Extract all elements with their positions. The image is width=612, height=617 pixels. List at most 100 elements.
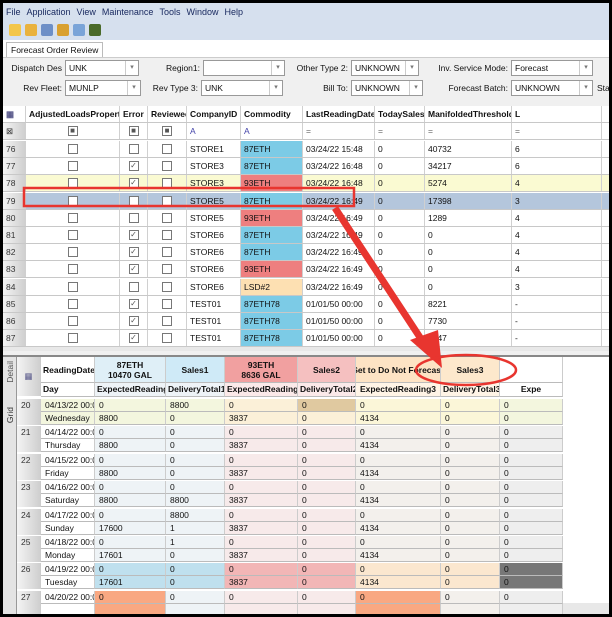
reviewed-checkbox[interactable] xyxy=(162,264,172,275)
exit-icon[interactable] xyxy=(89,24,101,36)
filter-cell[interactable]: A xyxy=(241,123,303,139)
save-icon[interactable] xyxy=(41,24,53,36)
error-checkbox[interactable]: ✓ xyxy=(128,264,139,275)
row-number[interactable]: 76 xyxy=(3,141,26,157)
row-number[interactable]: 78 xyxy=(3,175,26,192)
reviewed-checkbox[interactable] xyxy=(162,298,172,309)
refresh-icon[interactable] xyxy=(73,24,85,36)
row-number[interactable]: 24 xyxy=(17,508,41,535)
column-header-companyid[interactable]: CompanyID xyxy=(187,106,241,122)
reviewed-checkbox[interactable] xyxy=(162,230,172,240)
chevron-down-icon[interactable]: ▾ xyxy=(127,81,140,95)
column-header-l[interactable]: L xyxy=(512,106,602,122)
filter-checkbox[interactable]: ■ xyxy=(128,126,139,136)
reviewed-checkbox[interactable] xyxy=(162,195,172,206)
row-number[interactable]: 87 xyxy=(3,330,26,347)
reviewed-checkbox[interactable] xyxy=(162,281,172,292)
column-header-todaysales[interactable]: TodaySales xyxy=(375,106,425,122)
filter-checkbox[interactable]: ■ xyxy=(67,126,78,136)
dispatch-des-dropdown[interactable]: UNK ▾ xyxy=(65,60,139,76)
header-93eth[interactable]: 93ETH 8636 GAL xyxy=(225,357,298,383)
chevron-down-icon[interactable]: ▾ xyxy=(125,61,138,75)
column-chooser-icon[interactable]: ▦ xyxy=(3,106,26,122)
header-deliverytotal3[interactable]: DeliveryTotal3 xyxy=(441,383,500,397)
error-checkbox[interactable]: ✓ xyxy=(128,247,139,258)
menu-application[interactable]: Application xyxy=(26,6,71,17)
side-tab-detail[interactable]: Detail xyxy=(5,361,15,383)
menu-maintenance[interactable]: Maintenance xyxy=(101,6,154,17)
adjusted-checkbox[interactable] xyxy=(67,212,78,223)
filter-checkbox[interactable]: ■ xyxy=(162,126,172,136)
chevron-down-icon[interactable]: ▾ xyxy=(579,61,592,75)
error-checkbox[interactable]: ✓ xyxy=(128,230,139,240)
adjusted-checkbox[interactable] xyxy=(67,230,78,240)
adjusted-checkbox[interactable] xyxy=(67,298,78,309)
filter-cell[interactable]: ■ xyxy=(120,123,148,139)
tab-forecast-order-review[interactable]: Forecast Order Review xyxy=(6,42,104,57)
reviewed-checkbox[interactable] xyxy=(162,212,172,223)
filter-cell[interactable]: ■ xyxy=(148,123,187,139)
row-number[interactable]: 82 xyxy=(3,244,26,261)
header-expectedreading3[interactable]: ExpectedReading3 xyxy=(356,383,441,397)
column-header-adjustedloadsproperty[interactable]: AdjustedLoadsProperty xyxy=(26,106,120,122)
column-header-reviewed[interactable]: Reviewed xyxy=(148,106,187,122)
row-number[interactable]: 84 xyxy=(3,278,26,295)
error-checkbox[interactable]: ✓ xyxy=(128,178,139,189)
filter-cell[interactable]: = xyxy=(425,123,512,139)
rev-fleet-dropdown[interactable]: MUNLP ▾ xyxy=(65,80,141,96)
filter-cell[interactable]: = xyxy=(375,123,425,139)
menu-help[interactable]: Help xyxy=(224,6,243,17)
menu-file[interactable]: File xyxy=(6,6,21,17)
row-number[interactable]: 81 xyxy=(3,227,26,243)
side-tab-grid[interactable]: Grid xyxy=(5,407,15,424)
forecast-batch-dropdown[interactable]: UNKNOWN ▾ xyxy=(511,80,593,96)
reviewed-checkbox[interactable] xyxy=(162,161,172,172)
region1-dropdown[interactable]: ▾ xyxy=(203,60,285,76)
column-header-manifoldedthreshold[interactable]: ManifoldedThreshold xyxy=(425,106,512,122)
adjusted-checkbox[interactable] xyxy=(67,161,78,172)
header-87eth[interactable]: 87ETH 10470 GAL xyxy=(95,357,166,383)
row-number[interactable]: 25 xyxy=(17,536,41,562)
error-checkbox[interactable]: ✓ xyxy=(128,161,139,172)
row-number[interactable]: 26 xyxy=(17,563,41,590)
adjusted-checkbox[interactable] xyxy=(67,247,78,258)
rev-type-3-dropdown[interactable]: UNK ▾ xyxy=(201,80,283,96)
bill-to-dropdown[interactable]: UNKNOWN ▾ xyxy=(351,80,423,96)
chevron-down-icon[interactable]: ▾ xyxy=(409,81,422,95)
row-number[interactable]: 77 xyxy=(3,158,26,175)
menu-window[interactable]: Window xyxy=(186,6,219,17)
error-checkbox[interactable] xyxy=(128,195,139,206)
header-set-to-do-not-forecast[interactable]: Set to Do Not Forecast xyxy=(356,357,441,383)
adjusted-checkbox[interactable] xyxy=(67,178,78,189)
header-expectedreading1[interactable]: ExpectedReading1 xyxy=(95,383,166,397)
error-checkbox[interactable]: ✓ xyxy=(128,333,139,344)
header-expe[interactable]: Expe xyxy=(500,383,563,397)
chevron-down-icon[interactable]: ▾ xyxy=(405,61,418,75)
column-chooser-icon[interactable]: ▦ xyxy=(17,357,41,396)
adjusted-checkbox[interactable] xyxy=(67,281,78,292)
filter-row-icon[interactable]: ⊠ xyxy=(3,123,26,139)
header-sales1[interactable]: Sales1 xyxy=(166,357,225,383)
row-number[interactable]: 85 xyxy=(3,295,26,312)
filter-cell[interactable]: = xyxy=(512,123,602,139)
header-blank[interactable] xyxy=(500,357,563,383)
row-number[interactable]: 80 xyxy=(3,209,26,226)
inv-service-mode-dropdown[interactable]: Forecast ▾ xyxy=(511,60,593,76)
header-sales3[interactable]: Sales3 xyxy=(441,357,500,383)
column-header-commodity[interactable]: Commodity xyxy=(241,106,303,122)
reviewed-checkbox[interactable] xyxy=(162,316,172,326)
header-sales2[interactable]: Sales2 xyxy=(298,357,356,383)
error-checkbox[interactable] xyxy=(128,212,139,223)
menu-view[interactable]: View xyxy=(76,6,96,17)
header-deliverytotal1[interactable]: DeliveryTotal1 xyxy=(166,383,225,397)
adjusted-checkbox[interactable] xyxy=(67,333,78,344)
adjusted-checkbox[interactable] xyxy=(67,144,78,154)
reviewed-checkbox[interactable] xyxy=(162,333,172,344)
row-number[interactable]: 86 xyxy=(3,313,26,329)
header-readingdate[interactable]: ReadingDate xyxy=(41,357,95,383)
header-expectedreading2[interactable]: ExpectedReading2 xyxy=(225,383,298,397)
chevron-down-icon[interactable]: ▾ xyxy=(271,61,284,75)
row-number[interactable]: 20 xyxy=(17,399,41,425)
row-number[interactable]: 79 xyxy=(3,192,26,209)
adjusted-checkbox[interactable] xyxy=(67,264,78,275)
